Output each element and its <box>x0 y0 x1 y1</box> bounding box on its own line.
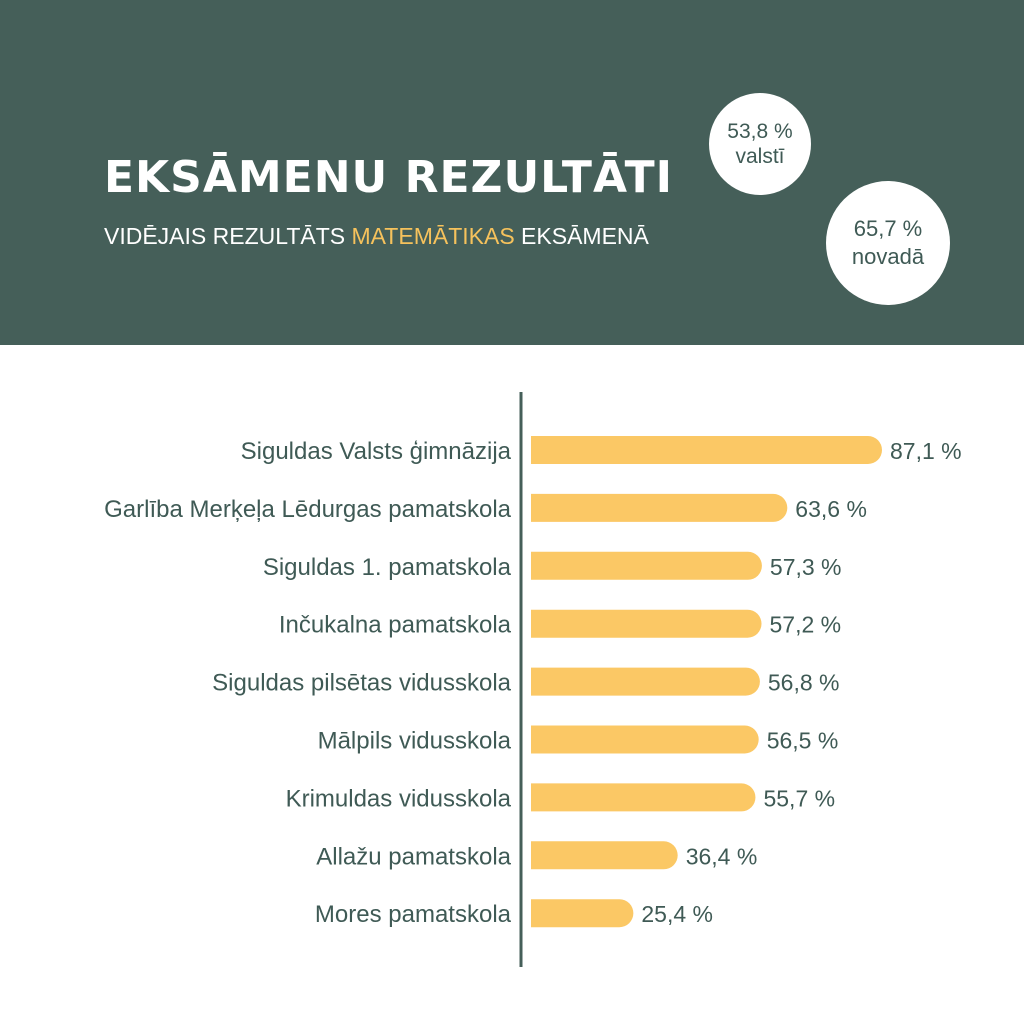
bar-value-label: 57,3 % <box>770 554 842 580</box>
category-label: Garlība Merķeļa Lēdurgas pamatskola <box>104 496 512 523</box>
bar <box>531 783 756 812</box>
bar-value-label: 56,8 % <box>768 670 840 696</box>
bar <box>531 667 760 696</box>
county-average-bubble: 65,7 % novadā <box>826 181 950 305</box>
bar-value-label: 25,4 % <box>641 901 713 927</box>
national-average-bubble: 53,8 % valstī <box>709 93 811 195</box>
bar-value-label: 63,6 % <box>795 496 867 522</box>
subtitle-suffix: EKSĀMENĀ <box>514 223 649 249</box>
category-label: Siguldas pilsētas vidusskola <box>212 670 511 697</box>
bar <box>531 725 759 754</box>
bar <box>531 609 762 638</box>
bar <box>531 899 634 928</box>
subtitle-highlight: MATEMĀTIKAS <box>351 223 515 249</box>
category-label: Allažu pamatskola <box>316 843 511 870</box>
category-label: Siguldas 1. pamatskola <box>263 554 512 581</box>
category-label: Krimuldas vidusskola <box>286 785 512 812</box>
bar-value-label: 57,2 % <box>770 612 842 638</box>
bar-value-label: 87,1 % <box>890 438 962 464</box>
page-subtitle: VIDĒJAIS REZULTĀTS MATEMĀTIKAS EKSĀMENĀ <box>104 223 649 250</box>
national-average-label: valstī <box>735 145 785 168</box>
bar-value-label: 55,7 % <box>763 785 835 811</box>
category-label: Mālpils vidusskola <box>318 728 512 755</box>
bar <box>531 551 762 580</box>
county-average-value: 65,7 % <box>853 216 923 241</box>
category-label: Siguldas Valsts ģimnāzija <box>241 438 512 465</box>
bar-value-label: 56,5 % <box>767 728 839 754</box>
subtitle-prefix: VIDĒJAIS REZULTĀTS <box>104 223 352 249</box>
bar <box>531 841 678 870</box>
national-average-value: 53,8 % <box>727 120 793 143</box>
page-title: EKSĀMENU REZULTĀTI <box>104 152 673 203</box>
category-label: Inčukalna pamatskola <box>279 612 512 639</box>
bar-value-label: 36,4 % <box>686 843 758 869</box>
bar <box>531 436 883 464</box>
county-average-label: novadā <box>851 244 925 269</box>
category-label: Mores pamatskola <box>315 901 512 928</box>
bar-chart: Siguldas Valsts ģimnāzija 87,1 % Garlība M… <box>104 392 962 967</box>
bar <box>531 493 788 522</box>
header-banner: EKSĀMENU REZULTĀTI VIDĒJAIS REZULTĀTS MA… <box>0 0 1024 345</box>
